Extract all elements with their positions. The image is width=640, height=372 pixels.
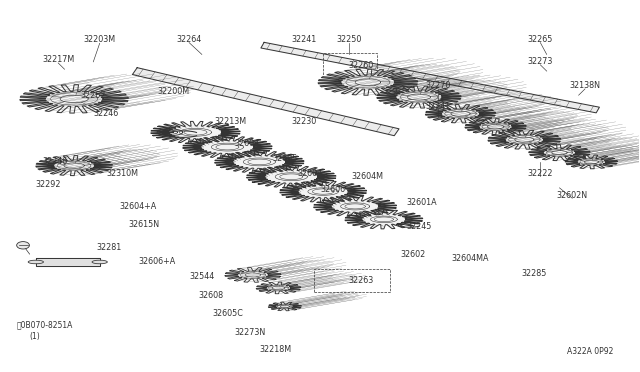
Text: 32200M: 32200M — [157, 87, 189, 96]
Text: 32602: 32602 — [400, 250, 425, 259]
Text: 32604+A: 32604+A — [120, 202, 157, 211]
Text: 32265: 32265 — [527, 35, 553, 44]
Text: 32230: 32230 — [291, 117, 317, 126]
Text: 32341: 32341 — [426, 102, 451, 111]
Text: 32615N: 32615N — [129, 221, 160, 230]
Polygon shape — [20, 85, 129, 113]
Text: 32264: 32264 — [177, 35, 202, 44]
Text: 32260: 32260 — [349, 61, 374, 70]
Text: 32292: 32292 — [36, 180, 61, 189]
Text: 32285: 32285 — [521, 269, 547, 278]
Text: Ⓑ0B070-8251A: Ⓑ0B070-8251A — [17, 321, 73, 330]
Polygon shape — [488, 130, 561, 149]
Text: 32222: 32222 — [527, 169, 553, 177]
Text: 32604: 32604 — [298, 169, 323, 177]
Polygon shape — [318, 69, 418, 95]
Text: 32245: 32245 — [406, 222, 431, 231]
Text: 32604MA: 32604MA — [451, 254, 489, 263]
Polygon shape — [36, 155, 113, 176]
Polygon shape — [256, 282, 301, 294]
Text: 32246: 32246 — [93, 109, 118, 118]
Text: 32604M: 32604M — [352, 172, 384, 181]
Text: 32273N: 32273N — [234, 328, 266, 337]
Text: (1): (1) — [29, 331, 40, 341]
Ellipse shape — [28, 260, 44, 264]
Text: 32250: 32250 — [336, 35, 362, 44]
Polygon shape — [261, 42, 600, 113]
Polygon shape — [565, 155, 618, 169]
Text: 32241: 32241 — [291, 35, 317, 44]
Polygon shape — [345, 210, 422, 229]
Text: 32218M: 32218M — [259, 344, 291, 353]
Text: 32217M: 32217M — [42, 55, 74, 64]
Polygon shape — [246, 166, 336, 187]
Polygon shape — [426, 105, 495, 123]
Text: 32602N: 32602N — [557, 191, 588, 200]
Text: 32203M: 32203M — [84, 35, 116, 44]
Text: 32608: 32608 — [199, 291, 224, 300]
Polygon shape — [465, 119, 526, 135]
Text: 32262: 32262 — [81, 91, 106, 100]
Text: 32246: 32246 — [42, 157, 68, 166]
Text: 32263: 32263 — [349, 276, 374, 285]
Text: 32605C: 32605C — [212, 310, 243, 318]
Polygon shape — [183, 136, 272, 158]
Text: 32213M: 32213M — [214, 117, 246, 126]
Polygon shape — [36, 257, 100, 266]
Polygon shape — [280, 181, 367, 202]
Polygon shape — [214, 151, 304, 173]
Bar — [314, 269, 390, 292]
Polygon shape — [529, 145, 590, 161]
Text: 32273: 32273 — [527, 57, 553, 66]
Text: 32138N: 32138N — [570, 81, 600, 90]
Text: 32544: 32544 — [189, 272, 214, 281]
Text: 32604: 32604 — [234, 139, 259, 148]
Polygon shape — [268, 302, 301, 311]
Text: 32606+A: 32606+A — [138, 257, 176, 266]
Text: 32605: 32605 — [272, 154, 298, 163]
Polygon shape — [225, 267, 281, 282]
Text: 32281: 32281 — [97, 243, 122, 251]
Polygon shape — [132, 68, 399, 136]
Circle shape — [17, 241, 29, 249]
Text: 32270: 32270 — [426, 81, 451, 90]
Polygon shape — [377, 86, 461, 108]
Ellipse shape — [92, 260, 108, 264]
Text: 32310M: 32310M — [106, 169, 138, 177]
Text: A322A 0P92: A322A 0P92 — [568, 347, 614, 356]
Bar — [323, 52, 378, 77]
Polygon shape — [151, 121, 240, 143]
Text: 32606: 32606 — [320, 185, 346, 194]
Polygon shape — [314, 196, 397, 217]
Text: 32601A: 32601A — [407, 198, 438, 207]
